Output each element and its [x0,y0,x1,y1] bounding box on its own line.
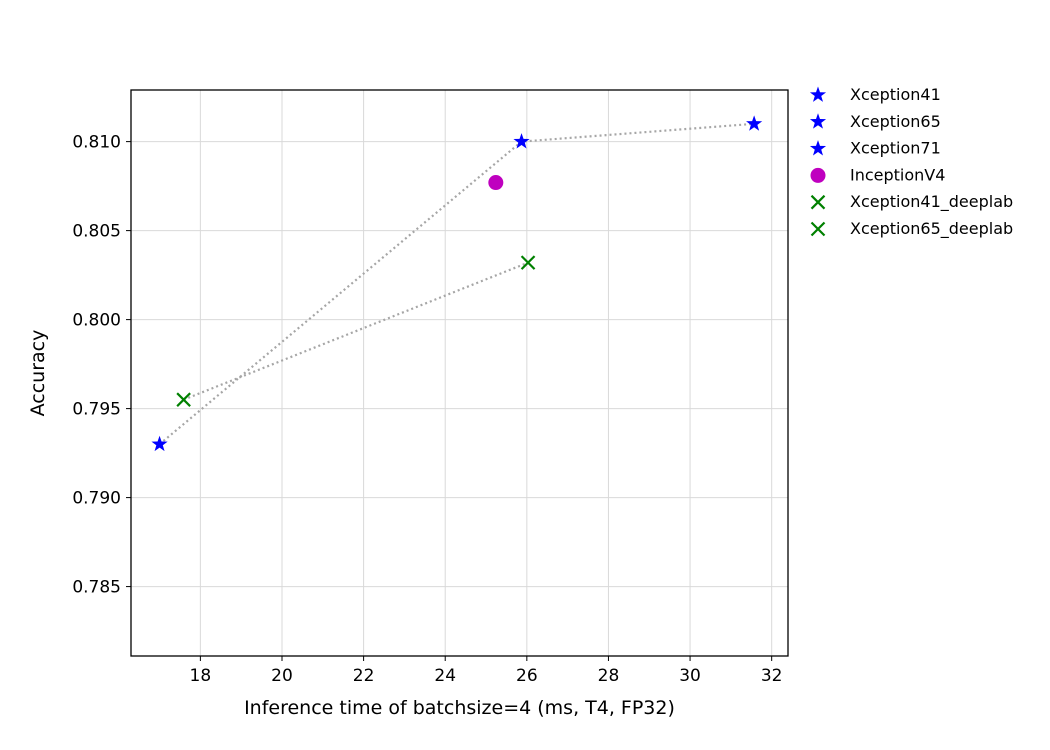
y-tick-label: 0.810 [72,133,121,153]
legend-entry: Xception41 [809,85,941,104]
x-tick-label: 32 [761,666,783,686]
x-tick-label: 24 [434,666,456,686]
legend-label: Xception41_deeplab [850,192,1013,212]
y-tick-label: 0.800 [72,311,121,331]
legend-label: Xception71 [850,139,941,158]
data-point-star [151,435,168,452]
legend-marker-x [810,194,826,210]
axes-frame [130,89,789,657]
x-tick-label: 22 [353,666,375,686]
data-point-star [746,115,763,131]
data-point-star [513,133,530,149]
data-points [151,115,763,452]
y-tick-label: 0.790 [72,489,121,509]
x-axis: 18 20 22 24 26 28 30 32 [190,656,783,686]
legend-label: Xception41 [850,85,941,104]
x-tick-label: 26 [516,666,538,686]
y-axis-label: Accuracy [27,330,49,417]
legend-label: InceptionV4 [850,165,945,184]
y-tick-label: 0.805 [72,222,121,242]
grid [131,90,788,656]
x-tick-label: 30 [679,666,701,686]
y-tick-label: 0.785 [72,578,121,598]
legend: Xception41 Xception65 Xception71 InceptionV… [809,85,1013,239]
y-axis: 0.785 0.790 0.795 0.800 0.805 0.810 [72,133,131,598]
legend-marker-star [809,86,827,102]
data-point-x [520,255,536,270]
legend-entry: Xception65_deeplab [810,219,1013,239]
x-axis-label: Inference time of batchsize=4 (ms, T4, F… [244,697,675,719]
legend-entry: Xception71 [809,139,941,158]
data-point-circle [488,175,504,191]
x-tick-label: 20 [271,666,293,686]
legend-entry: Xception65 [809,112,941,131]
connector-line [183,261,529,401]
legend-marker-star [809,140,827,156]
legend-marker-star [809,113,827,129]
legend-label: Xception65_deeplab [850,219,1013,239]
x-tick-label: 28 [598,666,620,686]
legend-label: Xception65 [850,112,941,131]
legend-entry: InceptionV4 [810,165,945,184]
x-tick-label: 18 [190,666,212,686]
y-tick-label: 0.795 [72,400,121,420]
legend-marker-circle [810,167,826,183]
data-point-x [176,392,191,407]
legend-marker-x [810,221,826,237]
legend-entry: Xception41_deeplab [810,192,1013,212]
